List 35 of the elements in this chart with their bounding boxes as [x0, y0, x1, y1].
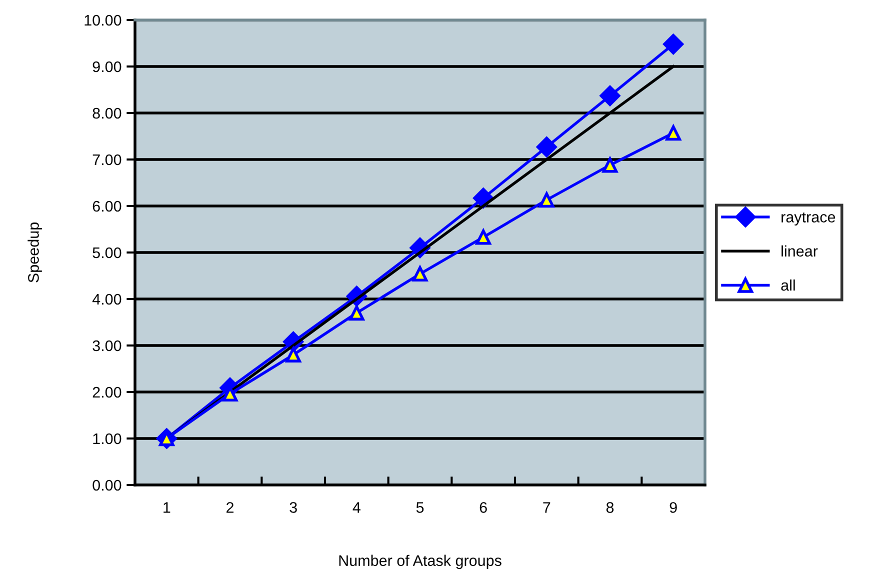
y-tick-label: 2.00: [92, 386, 122, 398]
point: [600, 86, 620, 106]
point: [412, 266, 428, 282]
y-tick-label: 1.00: [93, 433, 122, 444]
y-tick-label: 6.00: [92, 200, 122, 212]
x-tick-label: 4: [352, 502, 360, 513]
y-tick-label: 10.00: [84, 14, 122, 26]
x-tick-label: 8: [606, 502, 614, 513]
x-axis-title: Number of Atask groups: [339, 554, 502, 570]
legend-label: raytrace: [782, 212, 836, 226]
x-tick-label: 9: [670, 502, 677, 513]
legend-label: all: [781, 279, 795, 291]
x-tick-label: 1: [164, 502, 170, 513]
y-axis-title: Speedup: [28, 222, 42, 282]
y-tick-label: 0.00: [92, 480, 122, 491]
point: [286, 347, 301, 362]
y-tick-label: 4.00: [92, 294, 122, 305]
legend-label: linear: [782, 245, 818, 257]
y-tick-label: 5.00: [92, 247, 122, 258]
point: [663, 34, 684, 54]
point: [536, 136, 557, 158]
y-tick-label: 7.00: [92, 154, 122, 166]
point: [476, 230, 491, 245]
point: [666, 125, 681, 141]
x-tick-label: 2: [226, 502, 234, 513]
x-tick-label: 5: [416, 502, 424, 513]
point: [602, 157, 618, 173]
point: [539, 192, 554, 208]
y-tick-label: 3.00: [92, 340, 122, 352]
point: [349, 305, 364, 321]
x-tick-label: 3: [290, 502, 297, 513]
x-tick-label: 7: [543, 502, 550, 513]
x-tick-label: 6: [480, 502, 487, 513]
y-tick-label: 9.00: [92, 61, 122, 72]
y-tick-label: 8.00: [92, 108, 122, 119]
